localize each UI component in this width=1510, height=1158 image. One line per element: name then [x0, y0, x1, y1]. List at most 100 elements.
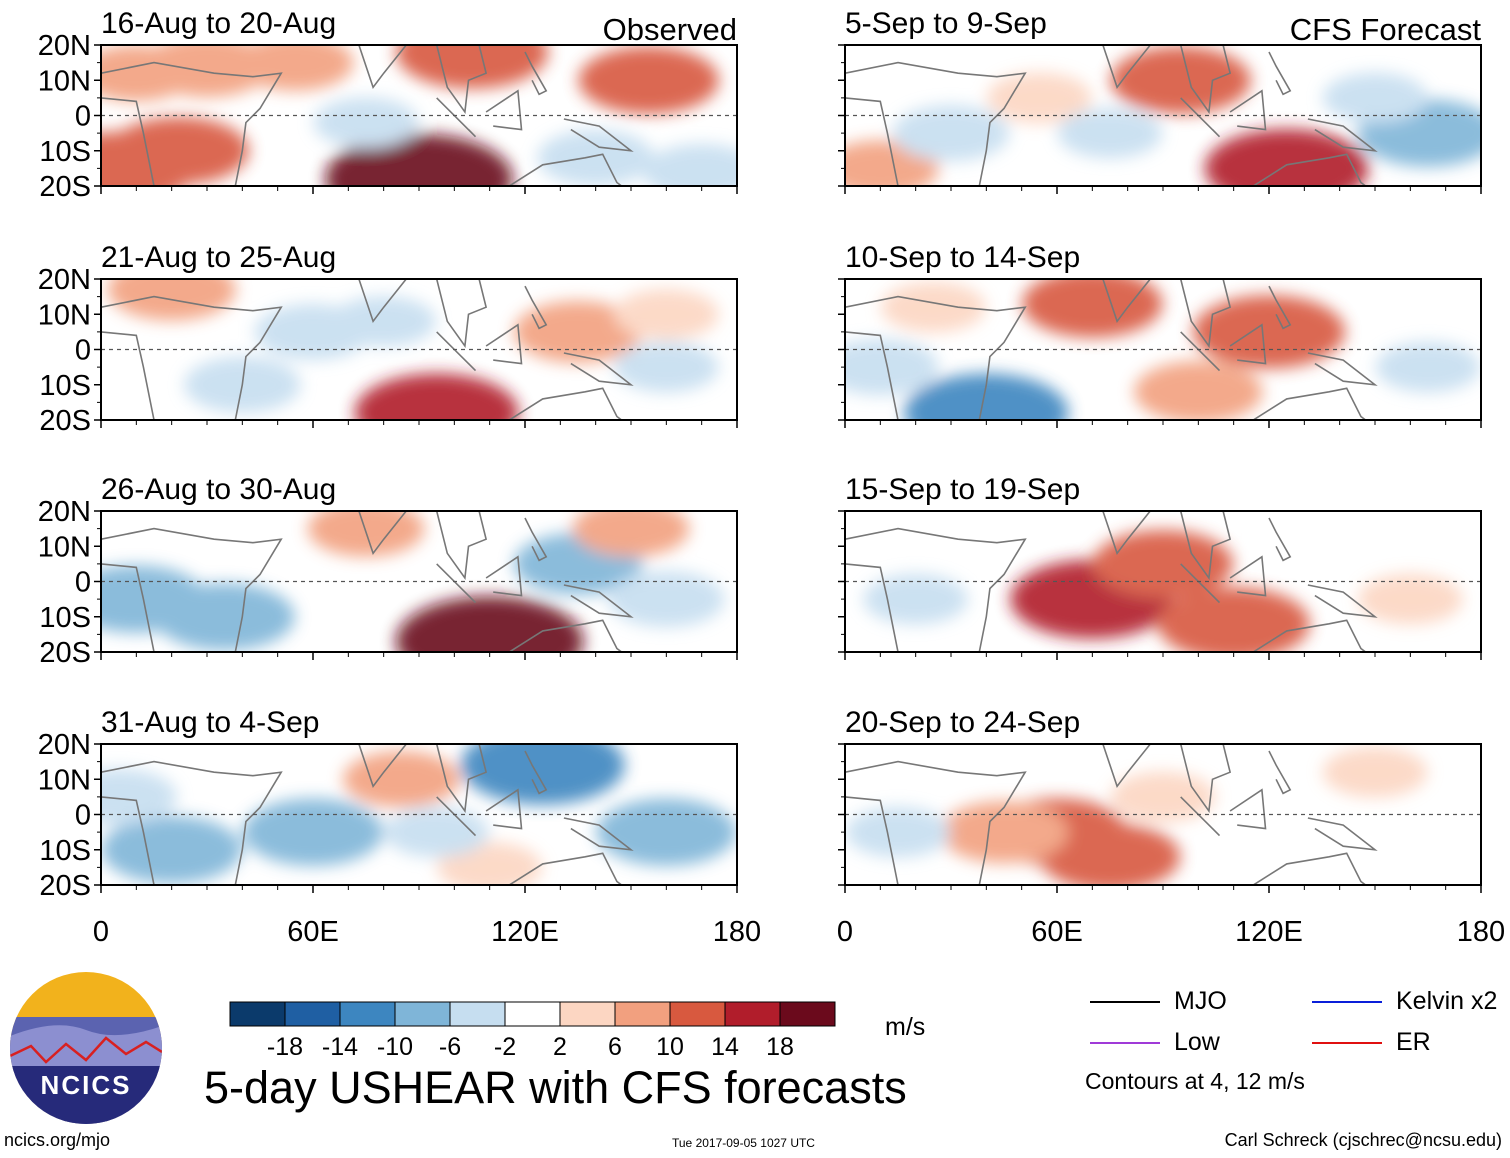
coastline	[357, 279, 408, 323]
coastline	[1251, 153, 1367, 186]
coastline	[436, 331, 477, 372]
panel-title: 15-Sep to 19-Sep	[845, 473, 1080, 506]
anomaly-blob	[331, 296, 437, 347]
anomaly-blob	[1110, 771, 1216, 823]
colorbar-tick-label: 18	[766, 1033, 794, 1061]
column-header: Observed	[603, 12, 737, 47]
coastline	[524, 517, 548, 562]
coastline	[436, 97, 477, 138]
coastline	[1179, 744, 1232, 814]
anomaly-blob	[537, 129, 654, 186]
y-tick-label: 10N	[38, 299, 91, 331]
x-tick-label: 120E	[491, 916, 559, 948]
colorbar-swatch	[394, 1001, 451, 1027]
coastline	[507, 852, 623, 885]
y-tick-label: 20N	[38, 30, 91, 62]
coastline	[1307, 817, 1378, 851]
colorbar-tick-label: -10	[377, 1033, 413, 1061]
colorbar-units: m/s	[885, 1013, 926, 1041]
colorbar: -18 -14 -10 -6 -2 2 6 10 14 18	[229, 1001, 836, 1061]
colorbar-swatch	[504, 1001, 561, 1027]
coastline	[1179, 45, 1232, 115]
colorbar-tick-label: -6	[439, 1033, 461, 1061]
panel-title: 21-Aug to 25-Aug	[101, 241, 336, 274]
y-tick-label: 0	[75, 335, 91, 367]
y-tick-label: 0	[75, 101, 91, 133]
coastline	[101, 760, 283, 885]
anomaly-blob	[154, 582, 295, 651]
panel-title: 16-Aug to 20-Aug	[101, 7, 336, 40]
anomaly-blob	[1375, 341, 1481, 393]
anomaly-blob	[1134, 360, 1263, 420]
coastline	[507, 387, 623, 420]
coastline	[1101, 511, 1152, 555]
coastline	[507, 619, 623, 652]
coastline	[357, 45, 408, 89]
coastline	[1180, 331, 1221, 372]
coastline	[435, 45, 488, 115]
anomaly-blob	[904, 373, 1069, 420]
footer-timestamp: Tue 2017-09-05 1027 UTC	[672, 1136, 815, 1150]
y-tick-label: 10N	[38, 531, 91, 563]
coastline	[1307, 584, 1378, 618]
coastline	[524, 750, 548, 795]
anomaly-blob	[613, 289, 719, 340]
anomaly-blob	[845, 339, 939, 396]
anomaly-blob	[845, 806, 951, 858]
panel-4: 10-Sep to 14-Sep	[838, 241, 1482, 428]
panel-title: 26-Aug to 30-Aug	[101, 473, 336, 506]
contour-note: Contours at 4, 12 m/s	[1085, 1068, 1305, 1094]
coastline	[1307, 352, 1378, 386]
y-tick-label: 10S	[39, 602, 91, 634]
anomaly-blob	[939, 801, 1069, 864]
anomaly-blob	[578, 46, 719, 115]
anomaly-field	[845, 746, 1428, 885]
y-tick-label: 20S	[39, 870, 91, 902]
coastline	[524, 285, 548, 330]
coastline	[1179, 279, 1232, 349]
coastline	[1251, 387, 1367, 420]
coastline	[357, 511, 408, 555]
legend-line-er	[1312, 1041, 1382, 1044]
column-header: CFS Forecast	[1290, 12, 1482, 47]
coastlines	[101, 511, 634, 652]
anomaly-field	[101, 45, 737, 186]
coastline	[436, 563, 477, 604]
coastline	[524, 51, 548, 96]
anomaly-blob	[395, 596, 584, 652]
x-tick-label: 60E	[287, 916, 339, 948]
y-tick-label: 0	[75, 800, 91, 832]
coastline	[1101, 744, 1152, 788]
legend-item-low: Low	[1090, 1028, 1220, 1057]
legend-label-low: Low	[1174, 1028, 1220, 1056]
colorbar-tick-label: 14	[711, 1033, 739, 1061]
colorbar-tick-label: 2	[553, 1033, 567, 1061]
coastlines	[845, 279, 1378, 420]
anomaly-blob	[101, 815, 242, 884]
coastline	[1251, 619, 1367, 652]
coastline	[1229, 788, 1267, 830]
y-tick-label: 20S	[39, 171, 91, 203]
coastline	[101, 61, 283, 186]
anomaly-blob	[596, 798, 737, 866]
anomaly-blob	[1057, 107, 1163, 159]
coastline	[1307, 118, 1378, 152]
footer-website[interactable]: ncics.org/mjo	[4, 1130, 111, 1150]
colorbar-tick-label: -2	[494, 1033, 516, 1061]
y-tick-label: 10S	[39, 835, 91, 867]
anomaly-blob	[101, 768, 177, 825]
anomaly-blob	[986, 72, 1092, 124]
colorbar-swatch	[284, 1001, 341, 1027]
anomaly-blob	[1039, 823, 1181, 885]
panel-8: 20-Sep to 24-Sep 0 60E 120E 180	[837, 706, 1505, 948]
coastline	[1180, 563, 1221, 604]
anomaly-blob	[613, 341, 719, 393]
anomaly-blob	[880, 281, 986, 333]
coastline	[435, 511, 488, 581]
y-tick-label: 10S	[39, 136, 91, 168]
y-tick-label: 20N	[38, 729, 91, 761]
logo-redline	[10, 1036, 162, 1064]
panel-title: 20-Sep to 24-Sep	[845, 706, 1080, 739]
